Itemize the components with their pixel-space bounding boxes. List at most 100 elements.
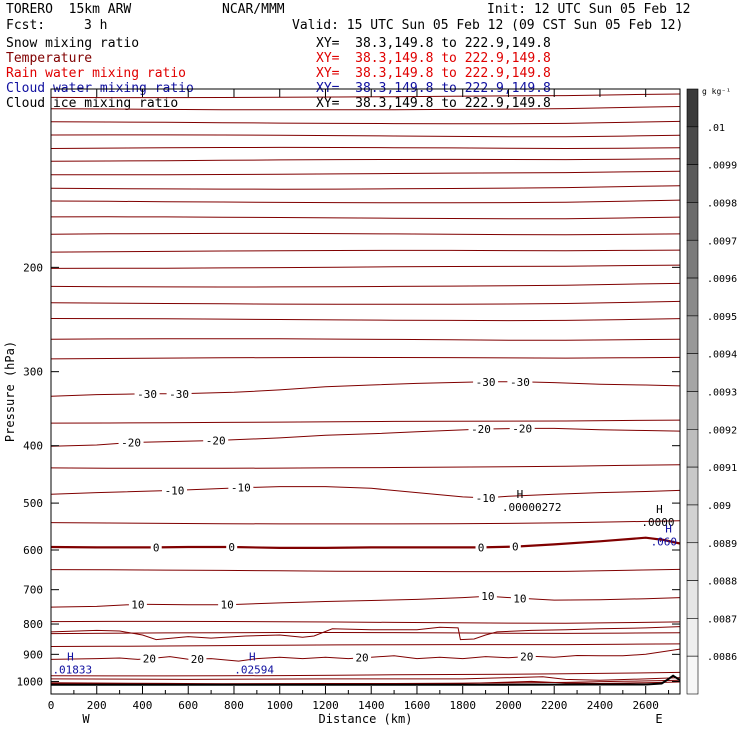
isotherm-line [51,338,680,341]
maximum-value: .060 [651,535,678,548]
colorbar-segment [686,580,699,619]
maximum-value: .01833 [52,664,92,677]
colorbar-label: .0093 [707,388,737,399]
colorbar-label: .0091 [707,463,737,474]
isotherm-line [51,146,680,150]
fcst-value: 3 h [84,18,108,33]
isotherm-label: 10 [131,598,144,611]
isotherm-line [51,356,680,360]
colorbar-segment [686,655,699,695]
colorbar-label: .0098 [707,198,737,209]
isotherm-label: 0 [512,541,519,554]
y-tick-label: 500 [23,497,43,510]
isotherm-line [51,427,680,447]
isotherm-label: -10 [165,484,185,497]
isotherm-label: -20 [121,436,141,449]
fcst-label: Fcst: [6,18,46,33]
isotherm-label: 10 [513,592,526,605]
isotherm-line [51,300,680,305]
valid-time: Valid: 15 UTC Sun 05 Feb 12 (09 CST Sun … [292,18,684,33]
y-tick-label: 600 [23,544,43,557]
x-tick-label: 1400 [358,699,385,712]
isotherm-label-bg [473,375,499,388]
isotherm-line [51,318,680,322]
colorbar-label: .0087 [707,614,737,625]
maximum-value: .02594 [234,664,274,677]
colorbar-label: .0088 [707,577,737,588]
terrain-line [51,674,680,686]
center-title: NCAR/MMM [222,2,285,17]
field-temperature-xy: XY= 38.3,149.8 to 222.9,149.8 [316,51,551,66]
maximum-mark: H [665,522,672,535]
colorbar-segment [686,466,699,506]
isotherm-line [51,419,680,424]
isotherm-line [51,185,680,190]
x-tick-label: 200 [87,699,107,712]
isotherm-line [51,671,680,677]
isotherm-label: -30 [137,388,157,401]
field-cloudice-label: Cloud ice mixing ratio [6,96,179,111]
colorbar-label: .01 [707,123,725,134]
colorbar-segment [686,239,699,279]
isotherm-line [51,170,680,176]
isotherm-label-bg [128,598,147,611]
isotherm-label: -30 [169,388,189,401]
isotherm-label: -30 [476,376,496,389]
y-tick-label: 400 [23,440,43,453]
isotherm-label-bg [478,590,497,603]
isotherm-line [51,643,680,647]
maximum-mark: H [517,488,524,501]
isotherm-label-bg [353,651,372,664]
y-tick-label: 200 [23,261,43,274]
colorbar-segment [686,391,699,430]
contours-layer [51,93,680,685]
y-tick-label: 1000 [17,675,44,688]
model-title: TORERO 15km ARW [6,2,132,17]
maximum-value: .0000 [641,516,674,529]
isotherm-label-bg [203,434,229,447]
colorbar-segment [686,504,699,544]
x-tick-label: 1600 [404,699,431,712]
isotherm-label: 20 [520,651,533,664]
colorbar-label: .0099 [707,161,737,172]
isotherm-label-bg [188,652,207,665]
isotherm-line [51,568,680,573]
isotherm-line [51,232,680,236]
isotherm-line [51,486,680,499]
isotherm-line [51,595,680,608]
colorbar-label: .0096 [707,274,737,285]
isotherm-label-bg [228,481,254,494]
colorbar-segment [686,542,699,581]
x-tick-label: 600 [178,699,198,712]
y-tick-label: 900 [23,648,43,661]
isotherm-label-bg [509,422,535,435]
colorbar-segment [686,202,699,241]
field-snow-xy: XY= 38.3,149.8 to 222.9,149.8 [316,36,551,51]
x-tick-label: 2200 [541,699,568,712]
isotherm-line [51,216,680,220]
isotherm-label-bg [162,484,188,497]
isotherm-label: 20 [143,653,156,666]
isotherm-label: -30 [510,376,530,389]
x-tick-label: 800 [224,699,244,712]
x-end-label-left: W [82,712,90,726]
isotherm-label-bg [140,652,159,665]
field-rain-xy: XY= 38.3,149.8 to 222.9,149.8 [316,66,551,81]
x-tick-label: 1800 [449,699,476,712]
isotherm-label: 10 [481,590,494,603]
y-tick-label: 300 [23,366,43,379]
init-time: Init: 12 UTC Sun 05 Feb 12 [487,2,691,17]
x-end-label-right: E [655,712,662,726]
isotherm-label-bg [473,491,499,504]
isotherm-label-bg [468,423,494,436]
isotherm-label-bg [510,592,529,605]
colorbar-label: .009 [707,501,731,512]
isotherm-line [51,158,680,162]
colorbar-label: .0089 [707,539,737,550]
isotherm-label: -10 [476,492,496,505]
isotherm-line [51,134,680,138]
isotherm-label: -20 [512,422,532,435]
isotherm-line [51,464,680,469]
x-tick-label: 1200 [312,699,339,712]
